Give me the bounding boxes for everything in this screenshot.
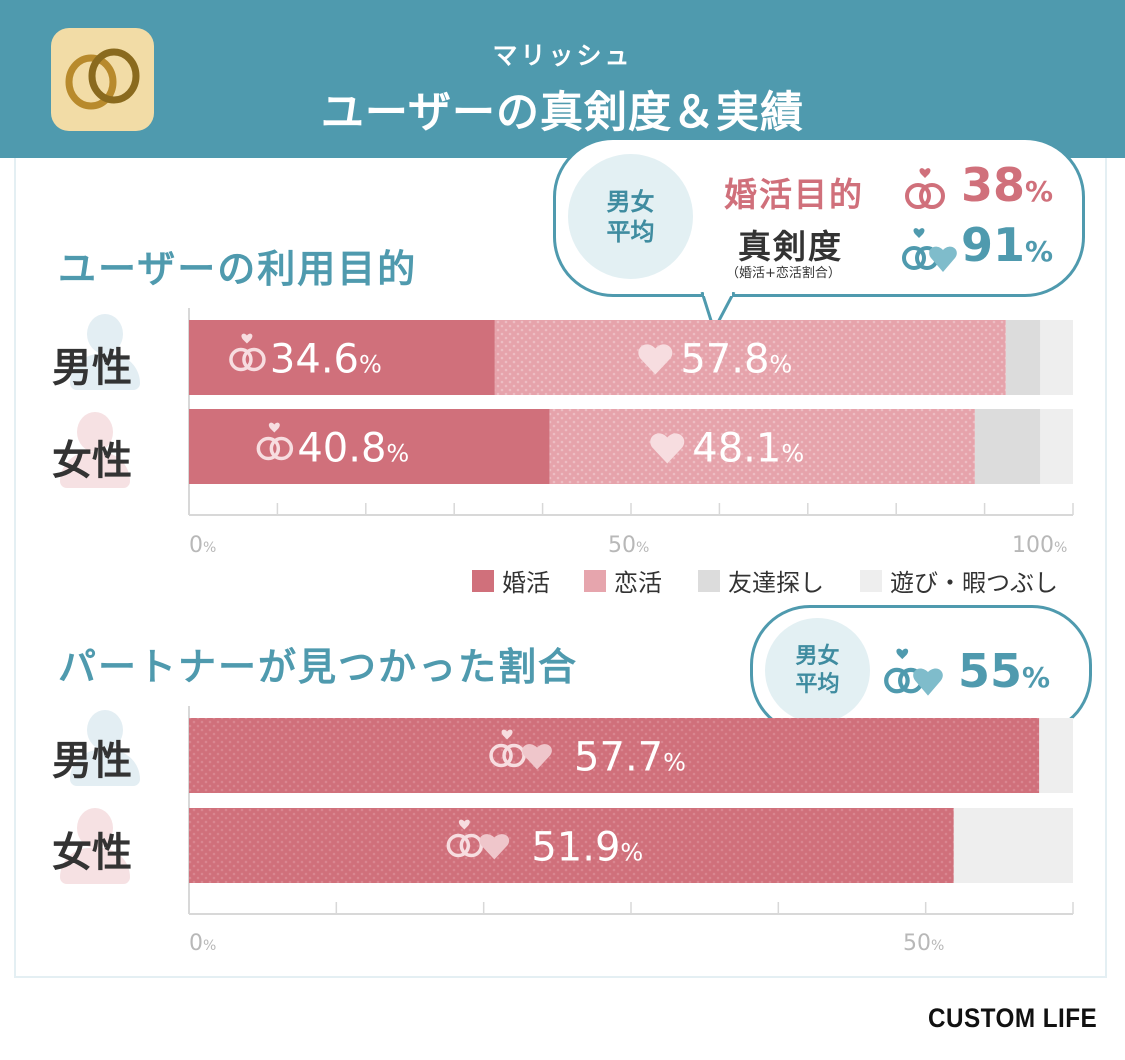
header-title: ユーザーの真剣度＆実績 — [320, 88, 805, 138]
tick-label-50: 50% — [903, 931, 944, 956]
average-badge: 男女 平均 — [568, 154, 693, 279]
row-label-male: 男性 — [52, 345, 132, 391]
seriousness-note: （婚活+恋活割合） — [726, 266, 841, 281]
legend-marriage: 婚活 — [472, 563, 550, 598]
purpose-chart: 34.6% 57.8% 40.8% 48.1% 0% 50% 100% — [188, 308, 1074, 558]
rings-heart-icon — [489, 729, 552, 770]
bar-friends — [974, 409, 1041, 484]
rings-heart-icon — [446, 819, 510, 860]
seriousness-value: 91% — [961, 218, 1054, 272]
female-person-icon — [60, 808, 130, 884]
bar-found-partner — [189, 718, 1040, 793]
tick-label-0: 0% — [189, 533, 216, 558]
header-banner: マリッシュ ユーザーの真剣度＆実績 — [0, 0, 1125, 158]
average-bubble: 男女 平均 婚活目的 38% 真剣度 （婚活+恋活割合） 91% — [553, 137, 1085, 297]
bar-love — [494, 320, 1006, 395]
data-label-marriage: 40.8% — [297, 426, 409, 472]
seriousness-label: 真剣度 — [738, 227, 843, 266]
app-logo — [51, 28, 154, 131]
bar-friends — [1005, 320, 1041, 395]
partner-average-value: 55% — [958, 644, 1051, 698]
bar-love — [549, 409, 975, 484]
tick-label-0: 0% — [189, 931, 216, 956]
rings-heart-icon — [902, 228, 957, 272]
data-label-found: 57.7% — [574, 735, 686, 781]
bar-marriage — [189, 409, 550, 484]
heart-icon — [650, 433, 685, 464]
legend-play: 遊び・暇つぶし — [860, 563, 1058, 598]
bar-play — [1040, 320, 1073, 395]
data-label-marriage: 34.6% — [270, 337, 382, 383]
row-label-male: 男性 — [52, 738, 132, 784]
female-person-icon — [60, 412, 130, 488]
partner-average-badge: 男女 平均 — [765, 618, 870, 723]
marriage-purpose-value: 38% — [961, 158, 1054, 212]
rings-heart-icon — [884, 648, 943, 696]
partner-average-bubble: 男女 平均 55% — [750, 605, 1092, 735]
bar-marriage — [189, 320, 495, 395]
tick-label-50: 50% — [608, 533, 649, 558]
partner-chart: 57.7% 51.9% 0% 50% — [188, 706, 1074, 956]
male-person-icon — [70, 710, 140, 786]
brand-logo: CUSTOM LIFE — [928, 1003, 1098, 1033]
male-person-icon — [70, 314, 140, 390]
rings-icon — [229, 333, 266, 372]
rings-icon — [256, 422, 294, 461]
data-label-love: 48.1% — [692, 426, 804, 472]
row-label-female: 女性 — [52, 830, 132, 876]
data-label-love: 57.8% — [680, 337, 792, 383]
header-subtitle: マリッシュ — [492, 41, 633, 70]
partner-section-title: パートナーが見つかった割合 — [58, 645, 579, 689]
bar-play — [1040, 409, 1073, 484]
purpose-section-title: ユーザーの利用目的 — [58, 247, 418, 291]
heart-icon — [638, 344, 673, 375]
marriage-purpose-label: 婚活目的 — [724, 175, 864, 214]
data-label-found: 51.9% — [531, 825, 643, 871]
tick-label-100: 100% — [1012, 533, 1067, 558]
legend-love: 恋活 — [584, 563, 662, 598]
bar-found-partner — [189, 808, 954, 883]
rings-icon — [905, 168, 945, 209]
legend-friends: 友達探し — [698, 563, 824, 598]
row-label-female: 女性 — [52, 438, 132, 484]
